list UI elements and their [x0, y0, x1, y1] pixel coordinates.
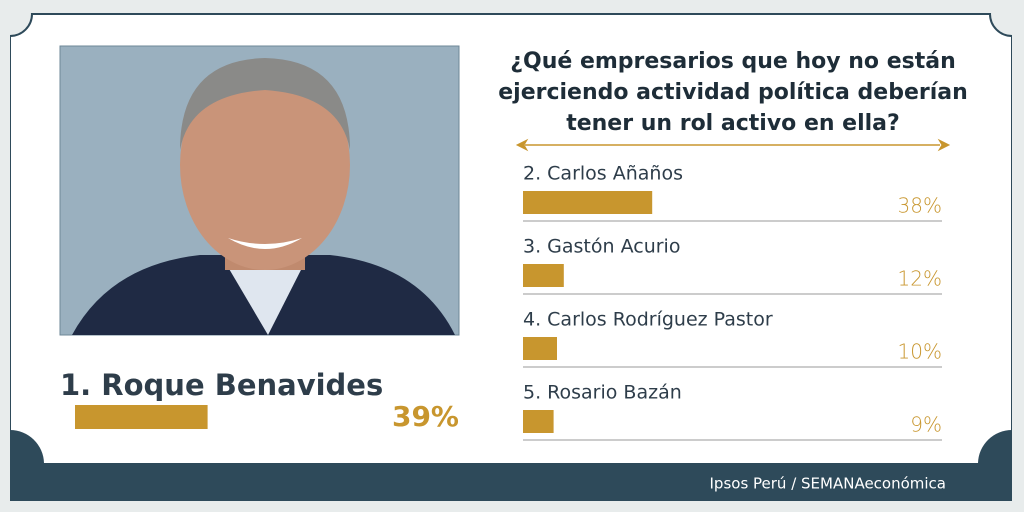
- bar: [523, 337, 557, 360]
- category-label: 5. Rosario Bazán: [523, 382, 682, 404]
- value-label: 9%: [910, 413, 942, 437]
- photo: [59, 45, 460, 336]
- category-label: 4. Carlos Rodríguez Pastor: [523, 309, 773, 331]
- bar: [523, 264, 564, 287]
- corner: [978, 430, 1012, 463]
- divider: [515, 138, 951, 152]
- chart-title: ¿Qué empresarios que hoy no están ejerci…: [498, 49, 968, 136]
- value-label: 12%: [898, 267, 942, 291]
- category-label: 1. Roque Benavides: [60, 368, 383, 402]
- category-label: 2. Carlos Añaños: [523, 163, 683, 185]
- footer-band: [10, 463, 1012, 500]
- bar: [523, 191, 653, 214]
- value-label: 10%: [898, 340, 942, 364]
- value-label: 39%: [392, 400, 459, 433]
- category-label: 3. Gastón Acurio: [523, 236, 680, 258]
- value-label: 38%: [898, 194, 942, 218]
- source: Ipsos Perú / SEMANAeconómica: [710, 475, 947, 493]
- bar: [75, 405, 208, 429]
- corner: [10, 430, 44, 463]
- bar: [523, 410, 554, 433]
